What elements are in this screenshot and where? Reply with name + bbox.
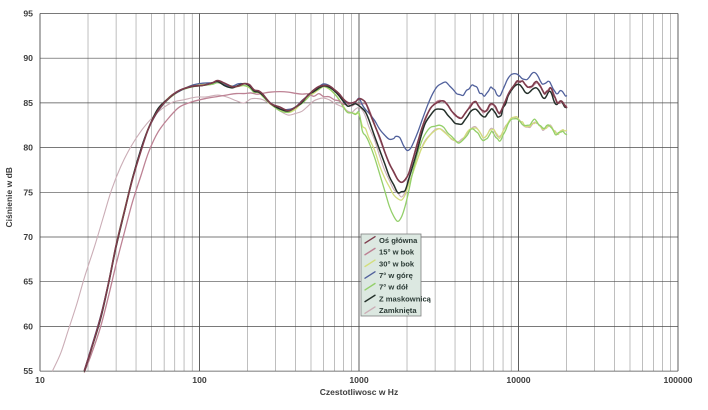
svg-text:95: 95	[23, 9, 33, 19]
svg-text:90: 90	[23, 53, 33, 63]
svg-text:10000: 10000	[506, 375, 530, 385]
svg-text:Czestotliwosc w Hz: Czestotliwosc w Hz	[320, 387, 398, 397]
svg-text:10: 10	[35, 375, 45, 385]
svg-text:75: 75	[23, 187, 33, 197]
svg-text:7° w dół: 7° w dół	[379, 283, 409, 292]
svg-text:80: 80	[23, 143, 33, 153]
svg-text:1000: 1000	[349, 375, 368, 385]
svg-text:7° w górę: 7° w górę	[379, 271, 413, 280]
svg-text:55: 55	[23, 366, 33, 376]
svg-text:85: 85	[23, 98, 33, 108]
svg-text:Oś główna: Oś główna	[379, 236, 418, 245]
svg-text:Ciśnienie w dB: Ciśnienie w dB	[4, 167, 14, 227]
svg-text:Z maskownicą: Z maskownicą	[379, 294, 432, 303]
svg-text:100: 100	[192, 375, 207, 385]
svg-text:Zamknięta: Zamknięta	[379, 306, 417, 315]
svg-text:70: 70	[23, 232, 33, 242]
svg-text:60: 60	[23, 321, 33, 331]
svg-text:65: 65	[23, 277, 33, 287]
svg-text:15° w bok: 15° w bok	[379, 248, 415, 257]
svg-text:30° w bok: 30° w bok	[379, 259, 415, 268]
svg-text:100000: 100000	[664, 375, 693, 385]
